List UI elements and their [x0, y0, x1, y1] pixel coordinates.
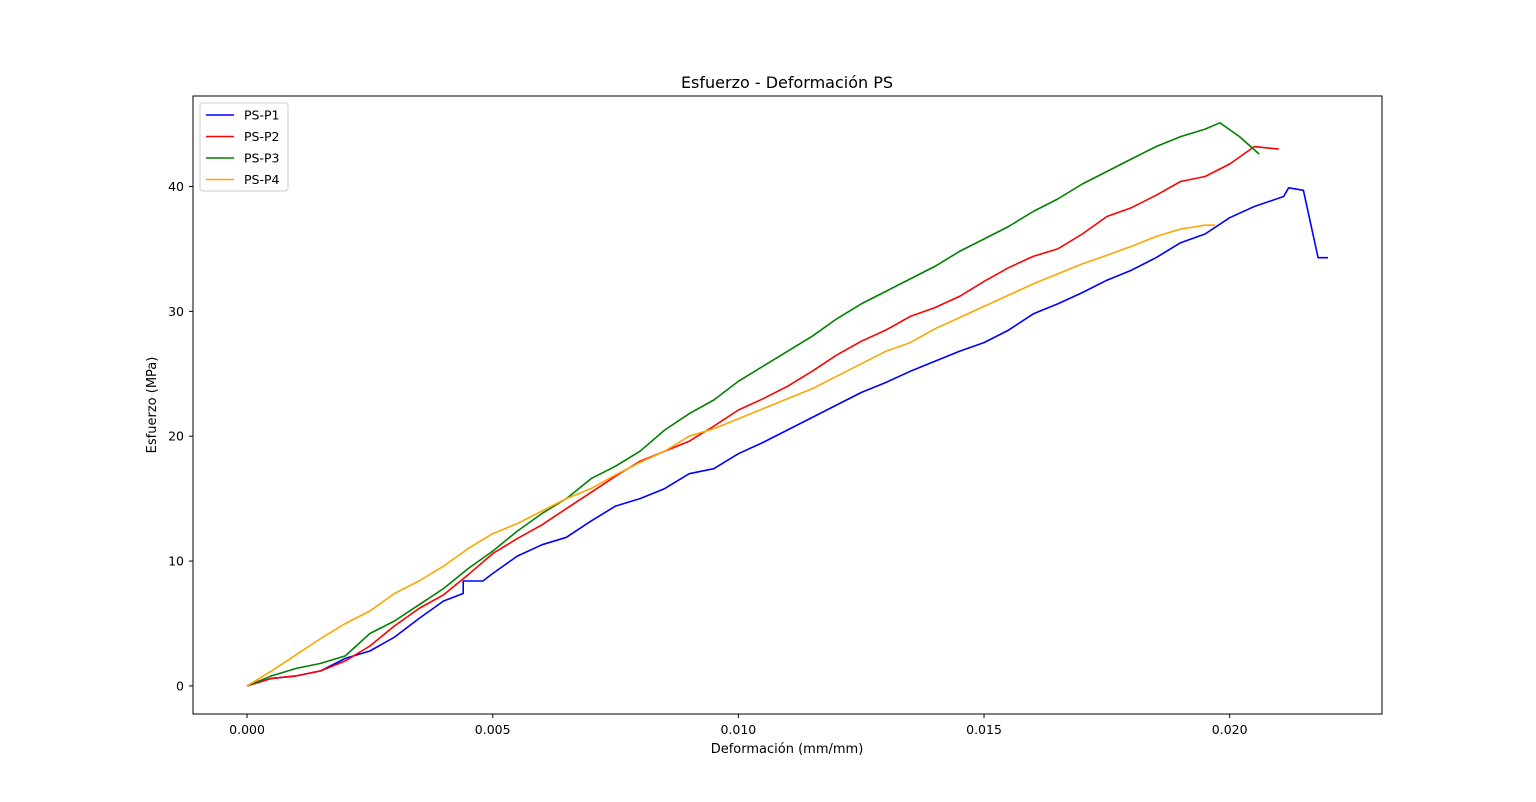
x-axis-label: Deformación (mm/mm) [711, 742, 864, 757]
y-tick-label: 40 [168, 179, 184, 194]
y-axis-label: Esfuerzo (MPa) [145, 357, 160, 454]
series-line-ps-p4 [246, 224, 1215, 687]
y-tick-label: 30 [168, 304, 184, 319]
y-tick-label: 10 [168, 554, 184, 569]
series-line-ps-p1 [246, 187, 1328, 687]
plot-lines [246, 122, 1328, 687]
legend-box [199, 102, 289, 192]
legend-label: PS-P3 [244, 151, 279, 166]
series-line-ps-p3 [246, 122, 1260, 687]
legend-label: PS-P4 [244, 172, 280, 187]
x-tick-label: 0.000 [229, 722, 265, 737]
legend-label: PS-P2 [244, 129, 279, 144]
legend: PS-P1 PS-P2 PS-P3 PS-P4 [199, 102, 289, 192]
x-tick-label: 0.010 [720, 722, 756, 737]
x-tick-label: 0.005 [475, 722, 511, 737]
x-tick-label: 0.020 [1212, 722, 1248, 737]
x-axis: 0.000 0.005 0.010 0.015 0.020 [229, 714, 1248, 737]
y-tick-label: 0 [176, 678, 184, 693]
plot-frame [192, 95, 1383, 715]
chart-title: Esfuerzo - Deformación PS [681, 73, 893, 92]
y-axis: 0 10 20 30 40 [168, 179, 193, 693]
legend-label: PS-P1 [244, 108, 279, 123]
x-tick-label: 0.015 [966, 722, 1002, 737]
series-line-ps-p2 [246, 145, 1279, 687]
y-tick-label: 20 [168, 429, 184, 444]
